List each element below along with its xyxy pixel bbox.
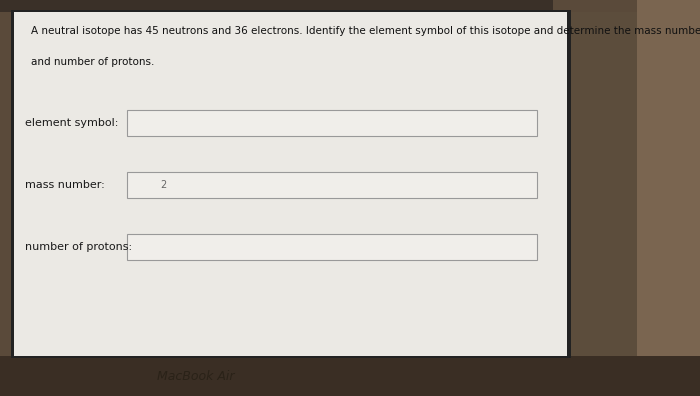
Text: element symbol:: element symbol:: [25, 118, 118, 128]
Text: A neutral isotope has 45 neutrons and 36 electrons. Identify the element symbol : A neutral isotope has 45 neutrons and 36…: [31, 26, 700, 36]
Bar: [637, 0, 700, 396]
Text: and number of protons.: and number of protons.: [31, 57, 154, 67]
Bar: [553, 12, 637, 356]
Bar: [0, 356, 700, 396]
Bar: [127, 110, 537, 136]
Bar: [10, 10, 570, 358]
Bar: [14, 12, 567, 356]
Bar: [127, 172, 537, 198]
Text: mass number:: mass number:: [25, 180, 105, 190]
Text: 2: 2: [160, 180, 167, 190]
Bar: [0, 0, 553, 12]
Text: number of protons:: number of protons:: [25, 242, 132, 252]
Bar: [127, 234, 537, 260]
Text: MacBook Air: MacBook Air: [158, 371, 234, 383]
